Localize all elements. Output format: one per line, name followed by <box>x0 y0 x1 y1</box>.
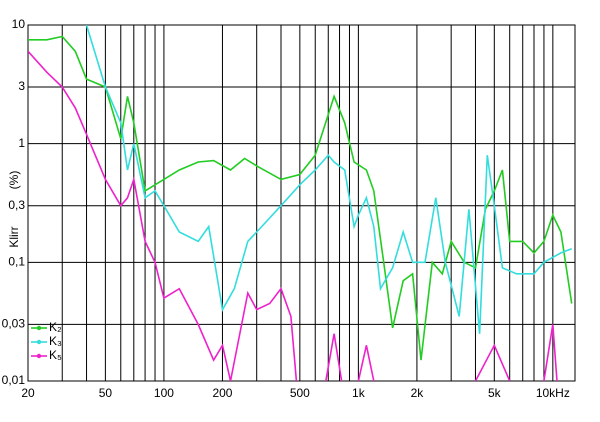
y-tick-label: 1 <box>18 136 25 150</box>
plot-area <box>28 25 573 381</box>
legend-marker <box>36 325 42 331</box>
legend-label: K₂ <box>49 320 62 334</box>
y-axis-label: Klirr <box>7 226 21 247</box>
legend-marker <box>36 353 42 359</box>
x-tick-label: 100 <box>154 386 174 400</box>
y-axis-unit: (%) <box>7 171 21 190</box>
x-tick-label: 20 <box>21 386 35 400</box>
x-tick-label: 50 <box>99 386 113 400</box>
x-tick-label: 1k <box>352 386 366 400</box>
x-tick-label: 200 <box>212 386 232 400</box>
x-tick-label: 500 <box>290 386 310 400</box>
y-tick-label: 0,1 <box>8 255 25 269</box>
y-tick-label: 0,01 <box>2 373 26 387</box>
y-tick-label: 0,3 <box>8 198 25 212</box>
legend-marker <box>36 339 42 345</box>
y-tick-label: 0,03 <box>2 317 26 331</box>
x-tick-label: 2k <box>411 386 425 400</box>
legend-label: K₃ <box>49 334 62 348</box>
series-line <box>28 35 573 361</box>
x-tick-label: 5k <box>488 386 502 400</box>
series-line <box>28 50 558 381</box>
x-tick-label: 10kHz <box>536 386 570 400</box>
legend-label: K₅ <box>49 348 62 362</box>
y-tick-label: 3 <box>18 79 25 93</box>
y-tick-label: 10 <box>12 17 26 31</box>
series-line <box>85 25 572 334</box>
